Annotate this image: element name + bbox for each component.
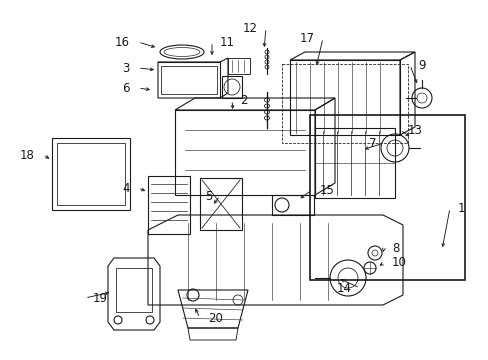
Text: 3: 3 <box>122 62 130 75</box>
Text: 14: 14 <box>336 282 351 294</box>
Text: 18: 18 <box>20 149 35 162</box>
Bar <box>116 268 152 312</box>
Text: 20: 20 <box>207 311 223 324</box>
Text: 17: 17 <box>299 32 314 45</box>
Text: 6: 6 <box>122 81 130 95</box>
Text: 4: 4 <box>122 181 130 194</box>
Text: 10: 10 <box>391 256 406 270</box>
Text: 8: 8 <box>391 242 399 255</box>
Text: 7: 7 <box>368 136 375 149</box>
Text: 2: 2 <box>240 94 247 107</box>
Text: 5: 5 <box>204 189 212 202</box>
Text: 19: 19 <box>93 292 108 305</box>
Text: 16: 16 <box>115 36 130 49</box>
Bar <box>309 115 464 280</box>
Text: 15: 15 <box>319 184 334 197</box>
Text: 12: 12 <box>243 22 258 35</box>
Text: 13: 13 <box>407 123 422 136</box>
Text: 1: 1 <box>457 202 465 215</box>
Text: 11: 11 <box>220 36 235 49</box>
Text: 9: 9 <box>417 59 425 72</box>
